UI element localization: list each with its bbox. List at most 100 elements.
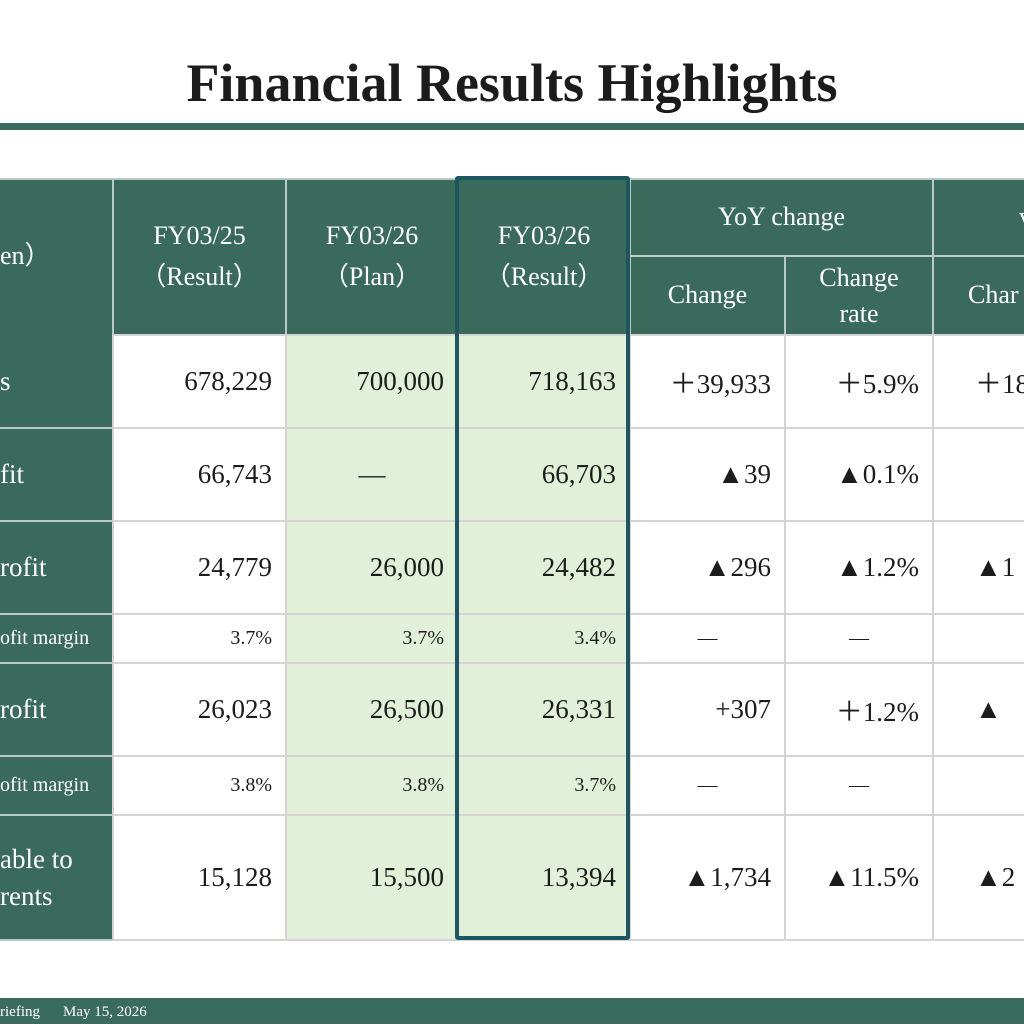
grid-line	[0, 814, 113, 816]
row-label: ofit margin	[0, 756, 113, 815]
cell-text: 3.7%	[230, 627, 272, 649]
grid-line	[113, 427, 1024, 429]
row-vs-change	[933, 428, 1024, 521]
results-table: en） FY03/25 （Result） FY03/26 （Plan） FY03/26 （R…	[0, 178, 1024, 942]
grid-line	[784, 256, 786, 335]
cell-text: （Result）	[484, 261, 604, 291]
grid-line	[112, 335, 114, 940]
cell-text: ▲39	[717, 459, 771, 489]
row-yoy-rate: ▲0.1%	[785, 428, 933, 521]
grid-line	[113, 939, 1024, 941]
row-yoy-change: ▲296	[630, 521, 785, 614]
header-vs-change: Char	[933, 256, 1024, 335]
row-fy26-result: 13,394	[458, 815, 630, 940]
cell-text: ofit margin	[0, 627, 90, 649]
grid-line	[112, 178, 114, 335]
grid-line	[457, 178, 459, 335]
cell-text: FY03/26	[497, 221, 591, 251]
cell-text: 66,703	[541, 459, 616, 489]
header-unit: en）	[0, 178, 113, 335]
row-vs-change: ▲1	[933, 521, 1024, 614]
page-title: Financial Results Highlights	[186, 53, 838, 113]
row-fy25-result: 3.7%	[113, 614, 286, 663]
grid-line	[113, 334, 1024, 336]
row-fy25-result: 26,023	[113, 663, 286, 756]
row-yoy-change: ▲39	[630, 428, 785, 521]
cell-text: 13,394	[541, 862, 616, 892]
row-vs-change: ▲	[933, 663, 1024, 756]
row-fy26-plan: 700,000	[286, 335, 458, 428]
grid-line	[285, 335, 287, 940]
header-yoy-group: YoY change	[630, 178, 933, 256]
row-yoy-change: ▲1,734	[630, 815, 785, 940]
row-yoy-rate: —	[785, 756, 933, 815]
row-label: rofit	[0, 521, 113, 614]
row-fy26-result: 3.7%	[458, 756, 630, 815]
row-yoy-rate: —	[785, 614, 933, 663]
row-fy26-result: 24,482	[458, 521, 630, 614]
cell-text: 24,482	[541, 552, 616, 582]
cell-text: v	[1019, 197, 1024, 237]
row-fy26-result: 718,163	[458, 335, 630, 428]
cell-text: rofit	[0, 552, 47, 583]
header-fy26-plan: FY03/26 （Plan）	[286, 178, 458, 335]
cell-text: —	[849, 627, 869, 649]
grid-line	[630, 255, 1024, 257]
cell-text: 718,163	[528, 366, 616, 396]
grid-line	[0, 427, 113, 429]
cell-text: YoY change	[717, 201, 846, 231]
cell-text: （Plan）	[322, 261, 422, 291]
row-fy25-result: 24,779	[113, 521, 286, 614]
cell-text: ofit margin	[0, 774, 90, 796]
row-label: able to rents	[0, 815, 113, 940]
grid-line	[629, 335, 631, 940]
header-yoy-change: Change	[630, 256, 785, 335]
cell-text: —	[697, 774, 718, 796]
cell-text: ＋5.9%	[835, 369, 919, 399]
row-yoy-rate: ▲1.2%	[785, 521, 933, 614]
row-label: fit	[0, 428, 113, 521]
grid-line	[784, 335, 786, 940]
cell-text: ▲0.1%	[836, 459, 919, 489]
row-vs-change	[933, 756, 1024, 815]
grid-line	[113, 755, 1024, 757]
cell-text: able to	[0, 844, 73, 875]
row-yoy-rate: ▲11.5%	[785, 815, 933, 940]
header-fy26-result: FY03/26 （Result）	[458, 178, 630, 335]
header-yoy-rate: Change rate	[785, 256, 933, 335]
row-fy26-plan: 3.8%	[286, 756, 458, 815]
cell-text: rents	[0, 880, 53, 911]
cell-text: +307	[715, 694, 771, 724]
row-fy26-result: 66,703	[458, 428, 630, 521]
cell-text: ＋1.2%	[835, 697, 919, 727]
header-fy25-result: FY03/25 （Result）	[113, 178, 286, 335]
cell-text: —	[697, 627, 718, 649]
cell-text: 26,500	[369, 694, 444, 724]
grid-line	[0, 178, 1024, 180]
cell-text: Change	[667, 280, 748, 310]
grid-line	[932, 335, 934, 940]
cell-text: FY03/25	[153, 221, 246, 251]
cell-text: Char	[968, 280, 1019, 310]
cell-text: ▲11.5%	[823, 862, 919, 892]
cell-text: 678,229	[184, 366, 272, 396]
row-fy26-plan: 3.7%	[286, 614, 458, 663]
cell-text: fit	[0, 459, 24, 490]
row-fy25-result: 66,743	[113, 428, 286, 521]
row-fy25-result: 678,229	[113, 335, 286, 428]
cell-text: 3.7%	[402, 627, 444, 649]
cell-text: ＋39,933	[669, 369, 771, 399]
cell-text: FY03/26	[325, 221, 419, 251]
row-label: ofit margin	[0, 614, 113, 663]
cell-text: ＋18	[975, 369, 1024, 399]
grid-line	[113, 662, 1024, 664]
cell-text: 3.8%	[230, 774, 272, 796]
grid-line	[0, 939, 113, 941]
row-label: s	[0, 335, 113, 428]
grid-line	[0, 520, 113, 522]
grid-line	[457, 335, 459, 940]
cell-text: ▲	[975, 694, 1002, 724]
cell-text: ▲1.2%	[836, 552, 919, 582]
row-fy26-plan: 26,500	[286, 663, 458, 756]
grid-line	[113, 814, 1024, 816]
